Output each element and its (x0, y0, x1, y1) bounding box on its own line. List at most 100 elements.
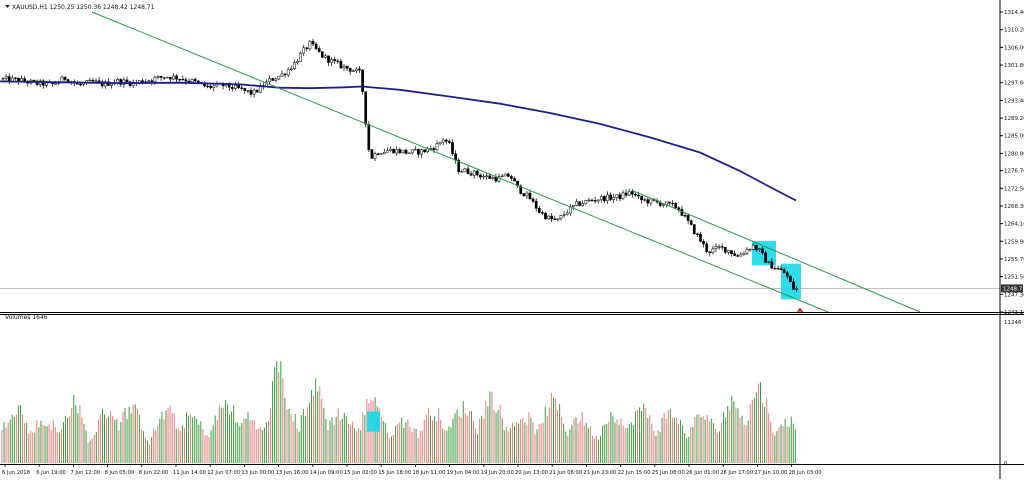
candle-bear (776, 268, 780, 270)
candle-bear (609, 194, 612, 200)
candle-bull (60, 76, 64, 83)
labels-group: XAUUSD,H1 1250.25 1250.36 1248.42 1248.7… (5, 4, 155, 321)
candle-bear (640, 195, 643, 201)
candle-bear (683, 215, 687, 217)
candle-bear (255, 89, 259, 93)
candle-bear (671, 202, 674, 205)
candle-bear (699, 233, 702, 242)
volume-tick-label: 0 (1004, 461, 1008, 467)
time-tick-label: 11 Jun 14:00 (173, 470, 206, 476)
candle-bear (271, 78, 275, 81)
candle-bull (103, 81, 107, 87)
candle-bear (494, 177, 498, 182)
candle-bear (317, 48, 321, 52)
time-tick-label: 8 Jun 22:00 (139, 470, 169, 476)
candle-bear (634, 193, 637, 196)
candle-bear (792, 281, 795, 290)
volume-tick-label: 11246 (1004, 320, 1022, 326)
time-tick-label: 8 Jun 05:00 (105, 470, 135, 476)
candle-bull (373, 153, 377, 159)
candle-bull (485, 175, 488, 177)
candle-bear (125, 79, 129, 82)
moving-average-line (0, 80, 797, 202)
candle-bear (730, 250, 733, 254)
candle-bear (119, 79, 123, 85)
candle-bull (410, 149, 414, 154)
candle-bear (537, 208, 541, 213)
candle-bull (165, 76, 169, 79)
candle-bull (795, 288, 798, 290)
candle-bear (320, 51, 324, 58)
candle-bull (342, 65, 346, 69)
candle-bull (581, 203, 585, 206)
current-price-label: 1248.71 (1003, 286, 1024, 292)
candle-bull (751, 244, 755, 250)
dropdown-triangle-icon[interactable] (5, 5, 10, 8)
candle-bear (150, 80, 154, 82)
candle-bear (723, 247, 727, 253)
time-tick-label: 22 Jun 15:00 (618, 470, 651, 476)
candle-bear (553, 218, 557, 220)
candle-bear (702, 241, 705, 245)
candle-bear (169, 76, 172, 80)
candle-bear (475, 170, 479, 176)
candle-bear (209, 85, 213, 89)
candle-bear (761, 248, 764, 254)
candle-bear (193, 79, 197, 82)
time-tick-label: 27 Jun 10:00 (754, 470, 787, 476)
candle-bear (243, 87, 247, 91)
candle-bear (327, 55, 330, 63)
candle-bull (643, 199, 647, 201)
price-tick-label: 1251.50 (1004, 275, 1024, 281)
candle-bear (100, 81, 104, 87)
time-tick-label: 26 Jun 01:00 (686, 470, 719, 476)
candle-bear (32, 79, 36, 82)
candle-bear (283, 73, 287, 76)
candle-bear (531, 198, 535, 202)
time-tick-label: 13 Jun 00:00 (241, 470, 274, 476)
candle-bear (674, 203, 678, 208)
candle-bull (575, 201, 578, 206)
candle-bull (147, 80, 151, 82)
candle-bear (184, 79, 188, 82)
candle-bear (376, 153, 380, 155)
candle-bear (522, 193, 526, 197)
candle-bear (469, 173, 473, 176)
candle-bear (550, 215, 554, 220)
candle-bull (621, 192, 625, 199)
candle-bull (596, 199, 600, 202)
candle-bear (528, 192, 532, 200)
candle-bull (246, 90, 250, 92)
time-tick-label: 19 Jun 20:00 (481, 470, 514, 476)
candle-bear (708, 251, 712, 254)
price-tick-label: 1276.70 (1004, 169, 1024, 175)
candle-bull (482, 176, 485, 178)
time-tick-label: 14 Jun 09:00 (310, 470, 343, 476)
trend-channel-line (91, 11, 829, 313)
candle-bear (159, 76, 163, 78)
candle-bull (612, 197, 616, 200)
candle-bear (227, 82, 231, 88)
candle-bear (488, 175, 492, 179)
candle-bear (231, 87, 234, 89)
candle-bull (268, 78, 271, 83)
candle-bull (615, 194, 619, 198)
time-tick-label: 7 Jun 12:00 (70, 470, 100, 476)
candle-bear (14, 77, 17, 79)
candle-bear (541, 212, 544, 214)
time-tick-label: 18 Jun 11:00 (412, 470, 445, 476)
time-tick-label: 28 Jun 03:00 (789, 470, 822, 476)
candle-bull (156, 76, 160, 78)
candle-bear (680, 209, 684, 216)
candle-bear (345, 65, 349, 69)
candle-bear (510, 176, 513, 179)
candle-bull (382, 151, 386, 154)
candle-bear (178, 78, 182, 81)
candle-bear (448, 141, 451, 143)
candle-bull (460, 171, 464, 173)
candle-bear (196, 80, 200, 83)
candle-bull (599, 196, 603, 201)
